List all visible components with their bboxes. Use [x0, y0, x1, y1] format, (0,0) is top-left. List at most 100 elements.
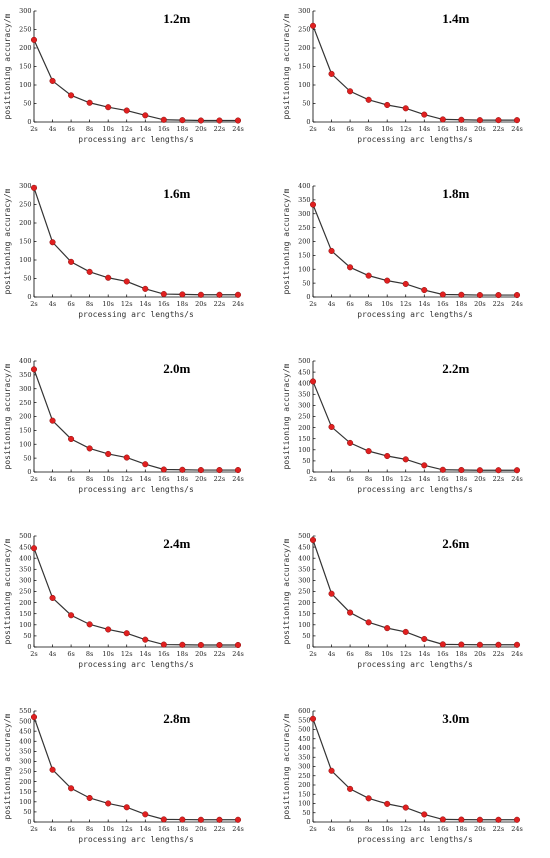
y-tick-label: 150	[298, 252, 310, 260]
data-point	[384, 452, 391, 460]
x-tick-label: 22s	[214, 300, 226, 308]
x-tick-label: 8s	[365, 475, 372, 483]
data-point	[347, 264, 354, 271]
y-tick-label: 200	[298, 238, 310, 246]
y-tick-label: 250	[19, 588, 31, 596]
x-axis-label: processing arc lengths/s	[78, 310, 194, 319]
data-point	[68, 612, 75, 619]
data-point	[439, 466, 446, 473]
x-tick-label: 24s	[232, 650, 244, 658]
data-point	[123, 454, 130, 461]
x-tick-label: 14s	[139, 475, 151, 483]
data-point	[123, 804, 130, 811]
data-point	[421, 462, 428, 469]
data-point	[439, 641, 446, 648]
x-axis-label: processing arc lengths/s	[78, 835, 194, 844]
x-tick-label: 4s	[328, 825, 335, 833]
x-tick-label: 20s	[195, 125, 207, 133]
y-axis-label: positioning accuracy/m	[282, 188, 291, 294]
y-tick-label: 500	[19, 717, 31, 725]
y-tick-label: 50	[302, 457, 310, 465]
x-tick-label: 8s	[365, 300, 372, 308]
data-point	[402, 105, 409, 112]
data-point	[234, 291, 242, 298]
y-tick-label: 400	[19, 357, 31, 365]
y-tick-label: 600	[298, 707, 310, 715]
x-tick-label: 6s	[67, 825, 74, 833]
series-line	[33, 39, 238, 122]
x-tick-label: 6s	[67, 125, 74, 133]
x-tick-label: 6s	[346, 650, 353, 658]
y-tick-label: 50	[23, 100, 31, 108]
data-point	[384, 625, 391, 632]
x-tick-label: 14s	[418, 650, 430, 658]
panel-title: 2.0m	[163, 361, 190, 376]
y-tick-label: 400	[19, 554, 31, 562]
data-point	[309, 715, 317, 722]
y-tick-label: 100	[19, 256, 31, 264]
x-tick-label: 10s	[102, 125, 114, 133]
data-point	[197, 467, 204, 474]
data-point	[86, 794, 93, 802]
data-point	[30, 714, 38, 721]
data-point	[384, 800, 391, 807]
data-point	[123, 278, 130, 285]
x-tick-label: 22s	[493, 300, 505, 308]
y-tick-label: 50	[302, 100, 310, 108]
x-tick-label: 10s	[381, 475, 393, 483]
x-axis-label: processing arc lengths/s	[78, 135, 194, 144]
x-tick-label: 18s	[456, 475, 468, 483]
y-tick-label: 200	[298, 781, 310, 789]
x-tick-label: 4s	[328, 475, 335, 483]
data-point	[365, 619, 372, 626]
y-tick-label: 450	[298, 735, 310, 743]
x-tick-label: 12s	[400, 650, 412, 658]
data-point	[49, 594, 56, 601]
x-tick-label: 18s	[456, 125, 468, 133]
y-tick-label: 50	[302, 809, 310, 817]
y-tick-label: 400	[298, 182, 310, 190]
data-point	[365, 96, 372, 103]
y-tick-label: 550	[19, 707, 31, 715]
data-point	[402, 804, 409, 811]
y-axis-label: positioning accuracy/m	[3, 188, 12, 294]
series-line	[33, 369, 238, 471]
x-tick-label: 6s	[67, 650, 74, 658]
y-tick-label: 450	[19, 543, 31, 551]
y-tick-label: 200	[19, 44, 31, 52]
data-point	[495, 641, 502, 648]
data-point	[458, 816, 465, 823]
x-tick-label: 8s	[86, 825, 93, 833]
series-line	[312, 381, 517, 471]
chart-panel-3: 0 50 100 150 200 250 300 2s 4s 6s 8s 10s 12s 14s 16s 18…	[3, 182, 244, 319]
data-point	[142, 636, 149, 643]
x-tick-label: 18s	[177, 300, 189, 308]
y-tick-label: 250	[19, 768, 31, 776]
x-tick-label: 14s	[139, 825, 151, 833]
x-tick-label: 6s	[346, 300, 353, 308]
x-tick-label: 4s	[328, 650, 335, 658]
data-point	[179, 291, 186, 298]
data-point	[328, 590, 335, 597]
x-tick-label: 8s	[86, 475, 93, 483]
y-tick-label: 50	[23, 632, 31, 640]
y-tick-label: 250	[298, 772, 310, 780]
y-tick-label: 200	[298, 424, 310, 432]
data-point	[365, 272, 372, 279]
y-tick-label: 0	[27, 468, 31, 476]
x-tick-label: 4s	[49, 825, 56, 833]
data-point	[328, 247, 335, 254]
x-tick-label: 22s	[214, 475, 226, 483]
y-tick-label: 300	[19, 7, 31, 15]
x-tick-label: 22s	[493, 650, 505, 658]
data-point	[439, 816, 446, 823]
data-point	[495, 292, 502, 299]
x-tick-label: 24s	[511, 300, 523, 308]
x-tick-label: 10s	[102, 475, 114, 483]
y-tick-label: 400	[298, 379, 310, 387]
x-tick-label: 24s	[511, 650, 523, 658]
x-tick-label: 18s	[177, 125, 189, 133]
data-point	[439, 291, 446, 298]
y-tick-label: 550	[298, 716, 310, 724]
data-point	[513, 117, 521, 124]
